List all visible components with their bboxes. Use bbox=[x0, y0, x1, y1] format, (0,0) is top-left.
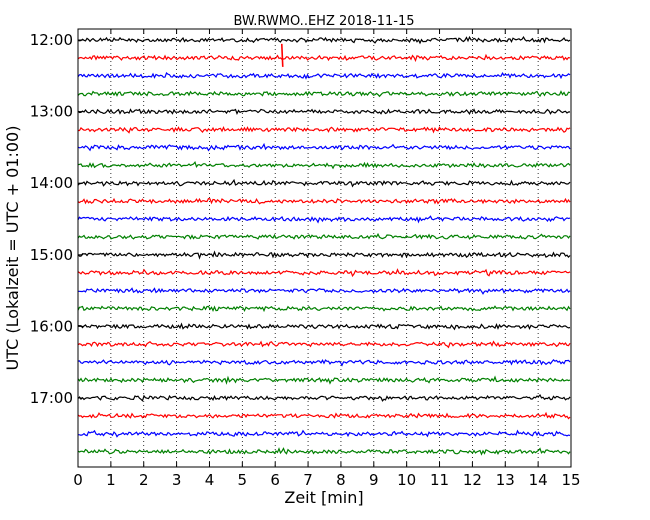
y-tick-label-2: 14:00 bbox=[30, 174, 73, 192]
x-tick-label-4: 4 bbox=[205, 471, 215, 489]
y-tick-label-1: 13:00 bbox=[30, 103, 73, 121]
trace-1645 bbox=[77, 375, 571, 385]
x-tick-label-2: 2 bbox=[139, 471, 149, 489]
trace-1300 bbox=[77, 108, 571, 115]
y-axis-label: UTC (Lokalzeit = UTC + 01:00) bbox=[3, 126, 22, 371]
y-tick-label-0: 12:00 bbox=[30, 31, 73, 49]
x-tick-label-11: 11 bbox=[430, 471, 449, 489]
plot-frame bbox=[77, 28, 572, 468]
x-tick-label-7: 7 bbox=[303, 471, 313, 489]
seismic-traces bbox=[77, 35, 571, 456]
trace-1315 bbox=[78, 126, 571, 134]
x-tick-label-5: 5 bbox=[238, 471, 248, 489]
y-tick-label-4: 16:00 bbox=[30, 317, 73, 335]
trace-1515 bbox=[77, 268, 571, 278]
trace-1630 bbox=[77, 359, 571, 367]
x-tick-label-12: 12 bbox=[463, 471, 482, 489]
x-tick-label-8: 8 bbox=[336, 471, 346, 489]
x-tick-label-10: 10 bbox=[397, 471, 416, 489]
x-tick-label-15: 15 bbox=[561, 471, 580, 489]
x-axis: 0 1 2 3 4 5 6 7 8 9 10 11 12 13 14 15 bbox=[73, 29, 581, 489]
x-tick-label-13: 13 bbox=[496, 471, 515, 489]
trace-1545 bbox=[77, 305, 571, 313]
trace-1715 bbox=[77, 411, 571, 420]
trace-1430 bbox=[77, 215, 571, 224]
x-tick-label-3: 3 bbox=[172, 471, 182, 489]
trace-1700 bbox=[77, 393, 571, 402]
trace-1745 bbox=[77, 447, 571, 456]
trace-1530 bbox=[78, 287, 571, 295]
x-axis-label: Zeit [min] bbox=[284, 488, 363, 507]
trace-1245 bbox=[77, 90, 571, 98]
x-tick-label-14: 14 bbox=[529, 471, 548, 489]
trace-1200 bbox=[77, 35, 571, 45]
trace-1330 bbox=[77, 142, 571, 152]
trace-1600 bbox=[77, 322, 571, 331]
x-tick-label-6: 6 bbox=[270, 471, 280, 489]
trace-1615 bbox=[77, 340, 571, 349]
y-tick-label-5: 17:00 bbox=[30, 389, 73, 407]
trace-1400 bbox=[77, 178, 571, 188]
trace-1345 bbox=[77, 160, 571, 170]
trace-1215 bbox=[77, 53, 571, 63]
event-spike bbox=[280, 43, 284, 67]
x-tick-label-0: 0 bbox=[73, 471, 83, 489]
trace-1445 bbox=[77, 232, 571, 240]
y-tick-label-3: 15:00 bbox=[30, 246, 73, 264]
trace-1230 bbox=[77, 72, 571, 80]
y-axis: 12:00 13:00 14:00 15:00 16:00 17:00 bbox=[30, 31, 83, 407]
trace-1500 bbox=[77, 250, 571, 260]
x-tick-label-9: 9 bbox=[369, 471, 379, 489]
chart-title: BW.RWMO..EHZ 2018-11-15 bbox=[233, 14, 414, 29]
x-tick-label-1: 1 bbox=[106, 471, 116, 489]
trace-1730 bbox=[77, 429, 571, 438]
trace-1415 bbox=[77, 197, 571, 205]
